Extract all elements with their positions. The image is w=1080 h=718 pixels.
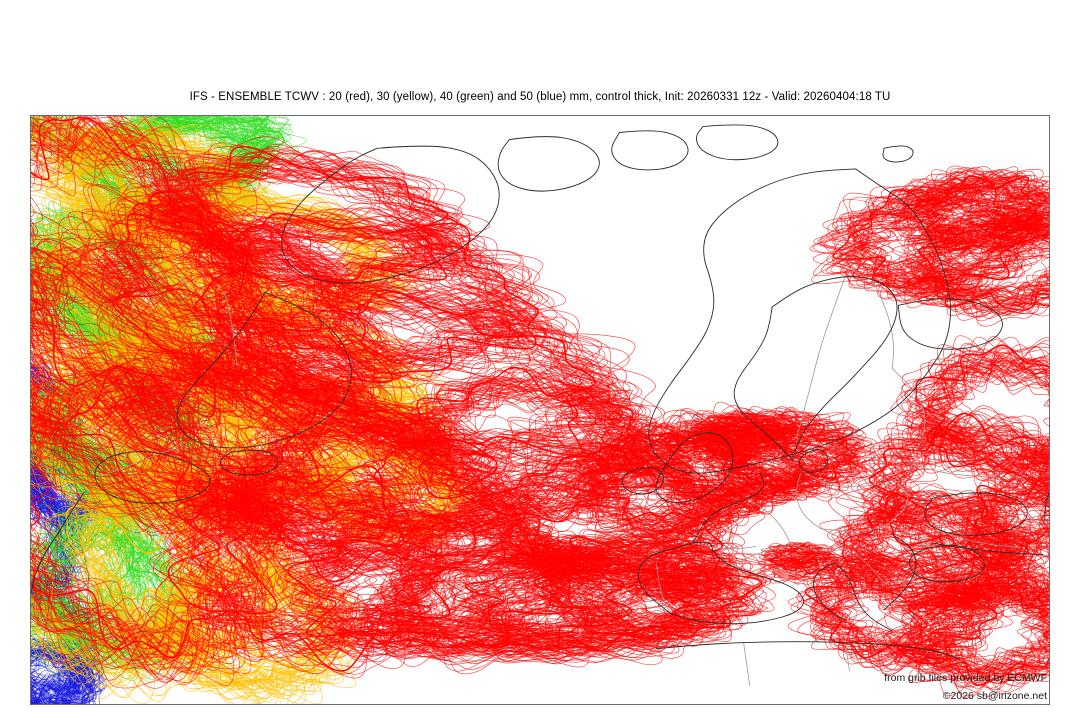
map-canvas <box>31 116 1049 704</box>
map-plot-area <box>30 115 1050 705</box>
page-title: IFS - ENSEMBLE TCWV : 20 (red), 30 (yell… <box>0 91 1080 103</box>
credit-copyright: ©2026 sb@irizone.net <box>943 690 1047 702</box>
credit-source: from grib files provided by ECMWF <box>884 672 1047 684</box>
